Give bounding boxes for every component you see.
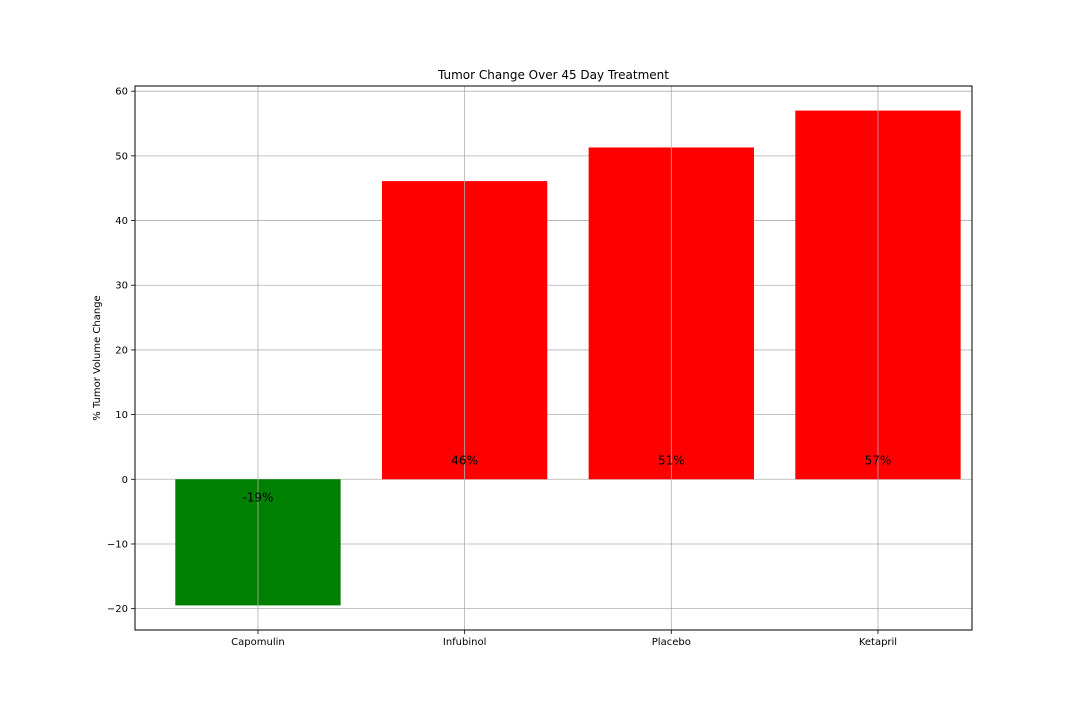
data-labels: -19% 46% 51% 57%	[242, 453, 891, 504]
vertical-grid-lines	[257, 86, 879, 630]
y-axis-label: % Tumor Volume Change	[92, 295, 103, 420]
y-tick-label: 0	[122, 475, 128, 486]
y-tick-label: 30	[115, 281, 128, 292]
y-tick-label: 60	[115, 87, 128, 98]
x-tick-label: Placebo	[652, 637, 691, 648]
data-label: 57%	[865, 453, 892, 467]
y-tick-label: −10	[107, 539, 128, 550]
y-tick-label: 10	[115, 410, 128, 421]
chart-title: Tumor Change Over 45 Day Treatment	[437, 68, 669, 82]
x-tick-label: Infubinol	[443, 637, 487, 648]
data-label: 51%	[658, 453, 685, 467]
data-label: 46%	[451, 453, 478, 467]
y-tick-label: −20	[107, 604, 128, 615]
data-label: -19%	[242, 490, 273, 504]
plot-frame	[134, 85, 973, 631]
x-axis-ticks: Capomulin Infubinol Placebo Ketapril	[231, 630, 897, 648]
x-tick-label: Ketapril	[859, 637, 897, 648]
y-axis-ticks: −20 −10 0 10 20 30 40 50 60	[107, 87, 135, 615]
x-tick-label: Capomulin	[231, 637, 285, 648]
y-tick-label: 40	[115, 216, 128, 227]
y-tick-label: 20	[115, 345, 128, 356]
y-tick-label: 50	[115, 151, 128, 162]
